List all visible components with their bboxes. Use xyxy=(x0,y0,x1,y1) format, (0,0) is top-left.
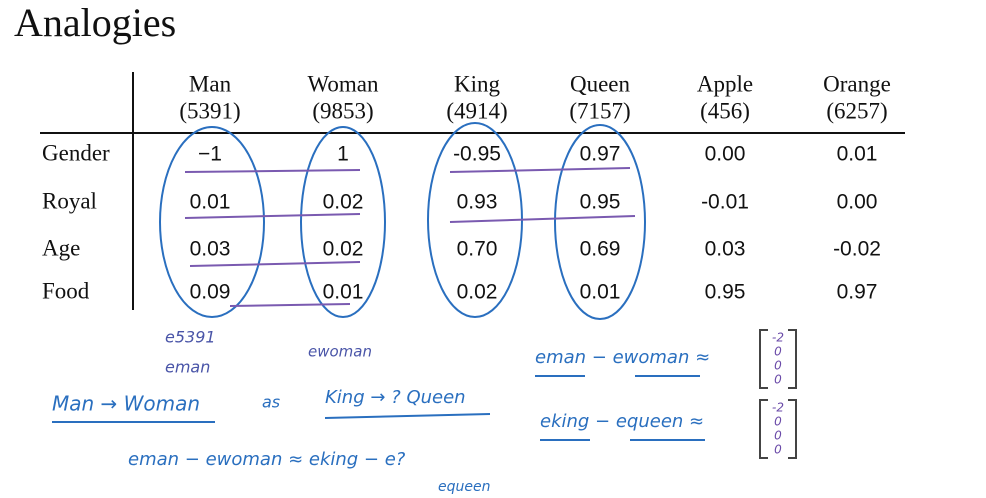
handwritten-note: eking − equeen ≈ xyxy=(540,411,704,432)
column-header: Queen xyxy=(570,71,631,96)
row-label: Gender xyxy=(42,140,110,165)
cell: 0.95 xyxy=(705,281,746,304)
column-index: (4914) xyxy=(446,98,507,123)
vector-entry: -2 xyxy=(772,401,784,415)
column-header: Apple xyxy=(697,71,753,96)
cell: 0.03 xyxy=(705,238,746,261)
ink-circle xyxy=(159,126,265,318)
cell: −1 xyxy=(198,143,222,166)
cell: 0.02 xyxy=(323,191,364,214)
cell: 0.97 xyxy=(837,281,878,304)
vector-entry: 0 xyxy=(774,415,782,429)
column-header: Man xyxy=(189,71,232,96)
cell: 0.97 xyxy=(580,143,621,166)
column-index: (456) xyxy=(700,98,750,123)
handwritten-note: King → ? Queen xyxy=(325,387,466,408)
cell: 0.03 xyxy=(190,238,231,261)
row-label: Food xyxy=(42,278,90,303)
vector-entry: 0 xyxy=(774,373,782,387)
cell: 0.01 xyxy=(190,191,231,214)
cell: -0.95 xyxy=(453,143,501,166)
handwritten-note: e5391 xyxy=(165,328,216,347)
vector-entry: -2 xyxy=(772,331,784,345)
column-index: (7157) xyxy=(569,98,630,123)
vector-entry: 0 xyxy=(774,359,782,373)
cell: 0.02 xyxy=(457,281,498,304)
vector-entry: 0 xyxy=(774,345,782,359)
cell: 0.09 xyxy=(190,281,231,304)
cell: 0.01 xyxy=(323,281,364,304)
column-header: King xyxy=(454,71,501,96)
ink-circle xyxy=(554,124,646,320)
cell: 0.69 xyxy=(580,238,621,261)
handwritten-note: eman − ewoman ≈ xyxy=(535,347,710,368)
ink-underlines xyxy=(184,167,636,307)
column-header: Orange xyxy=(823,71,891,96)
cell: 0.01 xyxy=(837,143,878,166)
vector-brackets xyxy=(759,329,797,459)
vector-entry: 0 xyxy=(774,443,782,457)
handwritten-note: equeen xyxy=(438,479,490,495)
row-label: Royal xyxy=(42,188,97,213)
column-header: Woman xyxy=(308,71,379,96)
cell: 0.95 xyxy=(580,191,621,214)
cell: 0.70 xyxy=(457,238,498,261)
vector-entry: 0 xyxy=(774,429,782,443)
cell: -0.01 xyxy=(701,191,749,214)
cell: 0.01 xyxy=(580,281,621,304)
row-label: Age xyxy=(42,235,80,260)
cell: 0.02 xyxy=(323,238,364,261)
handwritten-note: Man → Woman xyxy=(52,392,200,416)
column-index: (5391) xyxy=(179,98,240,123)
cell: -0.02 xyxy=(833,238,881,261)
handwritten-note: ewoman xyxy=(308,343,372,361)
cell: 1 xyxy=(337,143,349,166)
ink-circles xyxy=(159,122,646,320)
ink-circle xyxy=(300,126,386,318)
handwritten-note: eman − ewoman ≈ eking − e? xyxy=(128,449,406,470)
column-index: (9853) xyxy=(312,98,373,123)
handwritten-note: as xyxy=(262,393,280,412)
ink-strokes xyxy=(52,375,705,441)
handwritten-note: eman xyxy=(165,358,210,377)
cell: 0.00 xyxy=(837,191,878,214)
cell: 0.93 xyxy=(457,191,498,214)
cell: 0.00 xyxy=(705,143,746,166)
slide-title: Analogies xyxy=(14,0,176,45)
column-index: (6257) xyxy=(826,98,887,123)
